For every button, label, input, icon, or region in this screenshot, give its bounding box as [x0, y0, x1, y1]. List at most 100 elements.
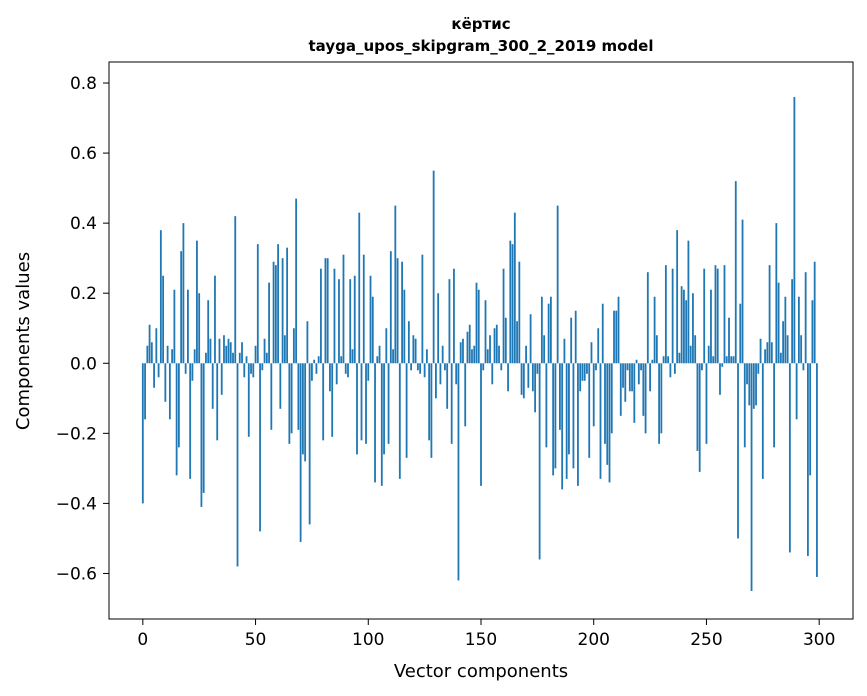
- bar: [371, 296, 374, 364]
- bar: [326, 258, 329, 364]
- bar: [516, 321, 518, 364]
- bar: [761, 363, 764, 479]
- bar: [552, 363, 555, 476]
- bar: [782, 321, 785, 364]
- bar: [166, 345, 169, 364]
- bar: [168, 363, 171, 420]
- bar: [622, 363, 624, 388]
- bar: [597, 328, 600, 364]
- bar: [624, 363, 627, 402]
- bar: [522, 363, 525, 399]
- bar: [187, 289, 189, 364]
- bar: [604, 363, 606, 444]
- y-axis-ticks: −0.6 −0.4 −0.2 0.0 0.2 0.4 0.6 0.8: [56, 74, 109, 584]
- x-tick-label: 250: [690, 630, 722, 650]
- y-tick-label: 0.4: [70, 214, 97, 234]
- bar: [245, 356, 248, 364]
- bar: [633, 363, 636, 423]
- bar: [534, 363, 537, 413]
- bar: [225, 345, 228, 364]
- bar: [676, 230, 679, 364]
- bar: [392, 349, 394, 364]
- bar: [270, 363, 273, 430]
- bar: [279, 363, 282, 409]
- bar: [583, 363, 586, 381]
- bar: [423, 363, 426, 378]
- bar: [491, 363, 494, 385]
- chart-title: кёртис: [451, 15, 510, 33]
- y-tick-label: 0.2: [70, 284, 97, 304]
- bar: [322, 363, 325, 441]
- bar: [802, 363, 805, 371]
- bar: [468, 324, 471, 364]
- bar: [683, 289, 685, 364]
- bar: [234, 216, 237, 364]
- bar: [462, 338, 464, 364]
- bar: [464, 363, 467, 427]
- bar: [360, 363, 363, 441]
- bar: [311, 363, 313, 381]
- bar: [333, 268, 336, 364]
- bar: [421, 254, 424, 364]
- bar: [159, 230, 162, 364]
- y-tick-label: 0.8: [70, 74, 97, 94]
- bar: [590, 342, 593, 364]
- bar: [331, 363, 334, 437]
- bar: [741, 219, 744, 364]
- y-tick-label: 0.0: [70, 354, 97, 374]
- bar: [448, 279, 451, 364]
- bar: [617, 296, 620, 364]
- bar: [725, 356, 728, 364]
- bar: [498, 345, 500, 364]
- bar: [315, 363, 318, 374]
- bar: [349, 279, 352, 364]
- bar: [739, 303, 742, 364]
- bar: [367, 363, 370, 381]
- bar: [619, 363, 622, 416]
- bar: [177, 363, 180, 448]
- bar: [358, 212, 361, 364]
- bar: [658, 363, 661, 444]
- bar: [644, 363, 647, 434]
- bar: [220, 363, 223, 395]
- bar: [374, 363, 376, 483]
- bar: [446, 363, 449, 409]
- bar: [484, 300, 487, 364]
- bar: [608, 363, 611, 483]
- bar: [759, 338, 762, 364]
- bar: [520, 363, 523, 395]
- bar: [189, 363, 192, 479]
- bar: [766, 342, 769, 364]
- bar: [416, 363, 419, 371]
- bar: [723, 265, 726, 364]
- bar: [764, 349, 766, 364]
- bar: [157, 363, 160, 378]
- bar: [150, 342, 153, 364]
- bar: [428, 363, 431, 441]
- bar: [574, 310, 577, 364]
- bar: [568, 363, 570, 455]
- bar: [261, 363, 264, 371]
- bar: [577, 363, 579, 486]
- bar: [274, 265, 277, 364]
- bar: [378, 345, 381, 364]
- bar: [671, 268, 674, 364]
- bar: [207, 300, 210, 364]
- bar: [407, 321, 410, 364]
- bar: [259, 363, 261, 532]
- bar: [380, 363, 383, 486]
- bar: [592, 363, 595, 427]
- bar: [692, 293, 694, 364]
- bar: [705, 363, 708, 444]
- bar: [719, 363, 721, 395]
- x-tick-label: 100: [352, 630, 384, 650]
- bar: [768, 265, 771, 364]
- bar: [290, 363, 293, 434]
- bar: [649, 363, 651, 392]
- bar: [502, 268, 505, 364]
- bar: [232, 352, 234, 364]
- bars-group: [141, 97, 818, 591]
- bar: [214, 275, 216, 364]
- bar: [196, 240, 198, 364]
- bar: [398, 363, 401, 479]
